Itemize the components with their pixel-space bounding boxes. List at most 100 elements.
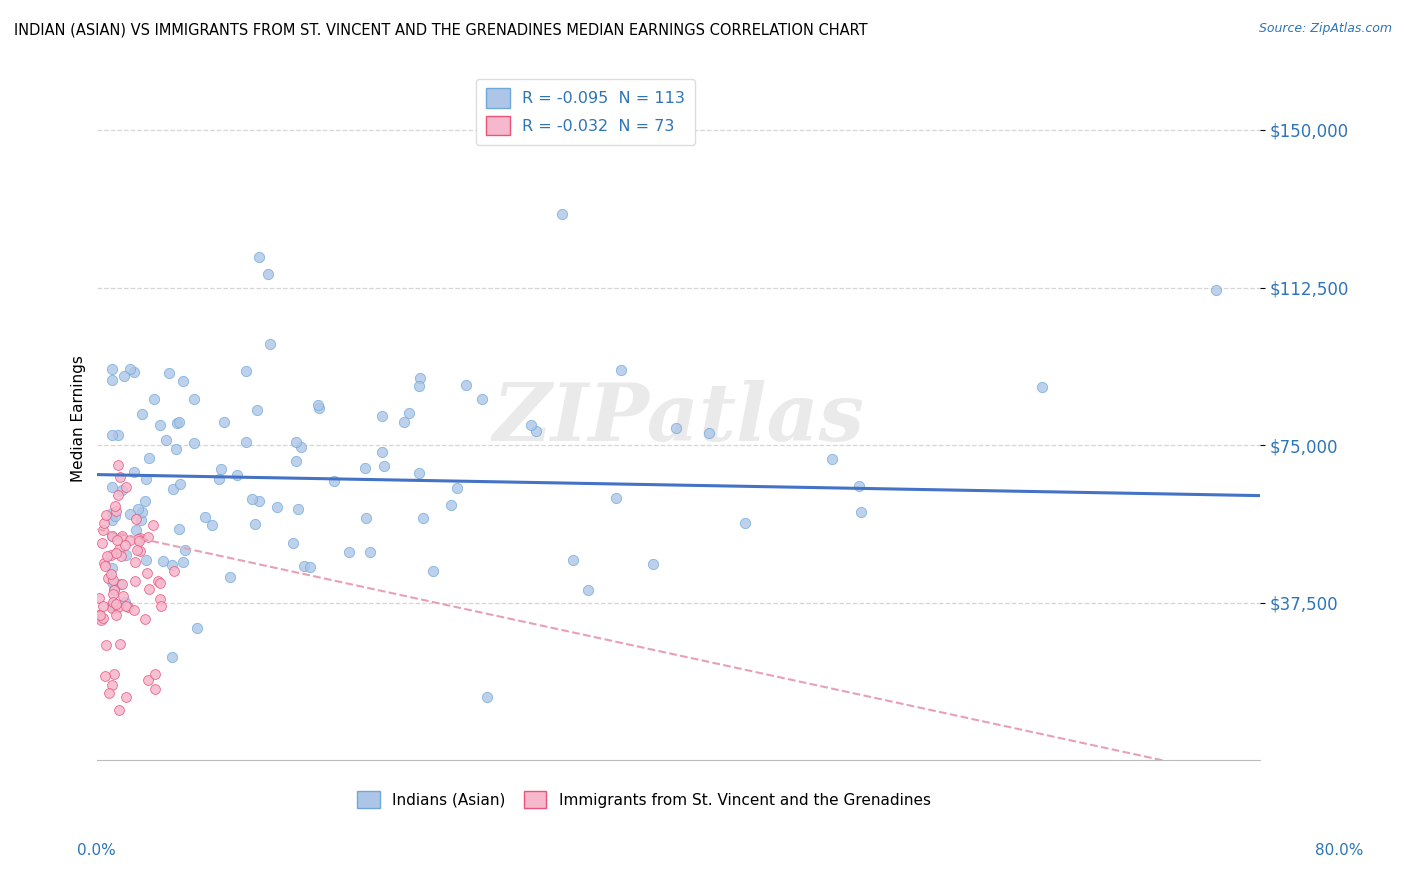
Point: [120, 508, 142, 522]
Point: [143, 667, 166, 681]
Point: [101, 373, 124, 387]
Point: [101, 428, 124, 442]
Point: [103, 601, 125, 615]
Point: [100, 566, 122, 581]
Point: [101, 574, 124, 588]
Point: [101, 529, 124, 543]
Point: [100, 548, 122, 562]
Point: [249, 494, 271, 508]
Point: [101, 513, 124, 527]
Point: [124, 555, 146, 569]
Point: [107, 428, 129, 442]
Point: [152, 554, 174, 568]
Point: [110, 549, 132, 563]
Point: [128, 533, 150, 548]
Point: [373, 458, 395, 473]
Point: [93, 669, 115, 683]
Point: [172, 374, 194, 388]
Point: [208, 472, 231, 486]
Point: [117, 600, 139, 615]
Point: [849, 505, 872, 519]
Point: [128, 544, 150, 558]
Point: [93, 557, 115, 571]
Point: [155, 434, 177, 448]
Point: [149, 592, 172, 607]
Point: [91, 523, 114, 537]
Point: [183, 392, 205, 406]
Point: [172, 555, 194, 569]
Point: [1205, 283, 1227, 297]
Point: [97, 570, 120, 584]
Point: [105, 546, 128, 560]
Point: [337, 545, 360, 559]
Point: [105, 608, 128, 623]
Point: [160, 558, 183, 572]
Point: [285, 454, 308, 468]
Point: [111, 577, 134, 591]
Point: [167, 416, 190, 430]
Point: [143, 682, 166, 697]
Point: [101, 678, 124, 692]
Text: 80.0%: 80.0%: [1316, 843, 1364, 858]
Point: [186, 621, 208, 635]
Point: [105, 533, 128, 547]
Point: [371, 444, 394, 458]
Point: [103, 582, 125, 597]
Point: [287, 501, 309, 516]
Point: [115, 599, 138, 613]
Point: [101, 575, 124, 590]
Point: [101, 599, 124, 613]
Point: [243, 516, 266, 531]
Point: [108, 470, 131, 484]
Point: [98, 686, 121, 700]
Point: [665, 420, 688, 434]
Point: [235, 435, 257, 450]
Point: [201, 518, 224, 533]
Point: [90, 536, 112, 550]
Point: [471, 392, 494, 407]
Point: [307, 398, 329, 412]
Point: [87, 608, 110, 623]
Point: [107, 600, 129, 615]
Point: [134, 493, 156, 508]
Point: [284, 435, 307, 450]
Point: [149, 576, 172, 591]
Point: [162, 650, 184, 665]
Point: [101, 561, 124, 575]
Point: [149, 599, 172, 613]
Point: [94, 558, 117, 573]
Point: [124, 365, 146, 379]
Point: [146, 574, 169, 588]
Point: [127, 502, 149, 516]
Text: ZIPatlas: ZIPatlas: [492, 380, 865, 458]
Point: [103, 587, 125, 601]
Point: [107, 542, 129, 557]
Point: [122, 603, 145, 617]
Point: [641, 557, 664, 571]
Point: [135, 553, 157, 567]
Text: INDIAN (ASIAN) VS IMMIGRANTS FROM ST. VINCENT AND THE GRENADINES MEDIAN EARNINGS: INDIAN (ASIAN) VS IMMIGRANTS FROM ST. VI…: [14, 22, 868, 37]
Point: [212, 415, 235, 429]
Point: [394, 415, 416, 429]
Point: [398, 406, 420, 420]
Point: [128, 531, 150, 545]
Point: [174, 543, 197, 558]
Point: [96, 549, 118, 563]
Point: [422, 564, 444, 578]
Point: [114, 548, 136, 562]
Point: [101, 595, 124, 609]
Point: [281, 535, 304, 549]
Point: [551, 207, 574, 221]
Point: [108, 577, 131, 591]
Point: [127, 533, 149, 547]
Point: [524, 424, 547, 438]
Point: [408, 466, 430, 480]
Point: [165, 442, 187, 457]
Point: [87, 607, 110, 622]
Point: [101, 480, 124, 494]
Point: [131, 504, 153, 518]
Point: [183, 436, 205, 450]
Point: [107, 487, 129, 501]
Point: [225, 467, 247, 482]
Point: [89, 607, 111, 622]
